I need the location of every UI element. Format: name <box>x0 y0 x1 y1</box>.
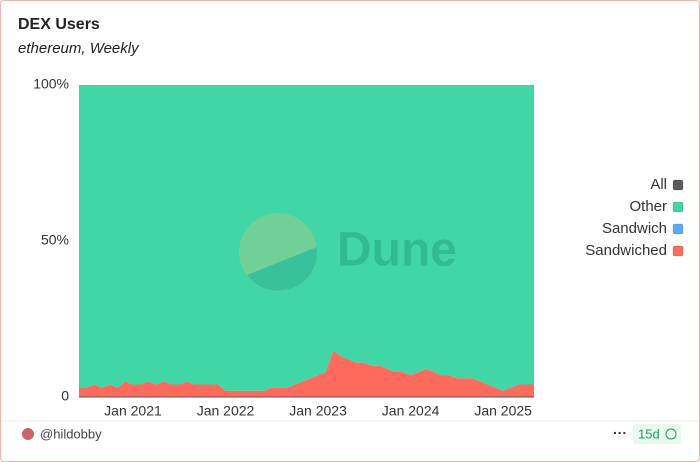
area <box>79 85 534 391</box>
x-tick-label: Jan 2022 <box>197 403 255 419</box>
author[interactable]: @hildobby <box>40 426 102 441</box>
legend-label: All <box>650 176 667 193</box>
x-tick-label: Jan 2025 <box>474 403 532 419</box>
x-tick-label: Jan 2021 <box>104 403 162 419</box>
menu[interactable]: ··· <box>613 425 627 441</box>
plot-area <box>79 85 534 397</box>
legend-label: Sandwiched <box>585 242 667 259</box>
y-tick-label: 50% <box>41 232 69 248</box>
x-tick-label: Jan 2023 <box>289 403 347 419</box>
legend-label: Sandwich <box>602 220 667 237</box>
y-tick-label: 0 <box>61 388 69 404</box>
legend-swatch <box>672 223 684 235</box>
area <box>79 350 534 397</box>
chart-subtitle: ethereum, Weekly <box>18 40 140 57</box>
legend: All Other Sandwich Sandwiched <box>585 176 684 259</box>
watermark-logo <box>239 213 317 291</box>
legend-swatch <box>672 245 684 257</box>
legend-label: Other <box>629 198 667 215</box>
x-tick-label: Jan 2024 <box>382 403 440 419</box>
refresh-age: 15d <box>638 426 660 441</box>
y-tick-label: 100% <box>33 76 69 92</box>
watermark: Dune <box>239 213 457 291</box>
watermark-text: Dune <box>337 224 457 277</box>
legend-swatch <box>672 179 684 191</box>
watermark-logo-half <box>247 247 318 291</box>
avatar <box>22 428 34 440</box>
legend-swatch <box>672 201 684 213</box>
chart-title: DEX Users <box>18 16 100 33</box>
refresh-icon <box>665 428 677 440</box>
